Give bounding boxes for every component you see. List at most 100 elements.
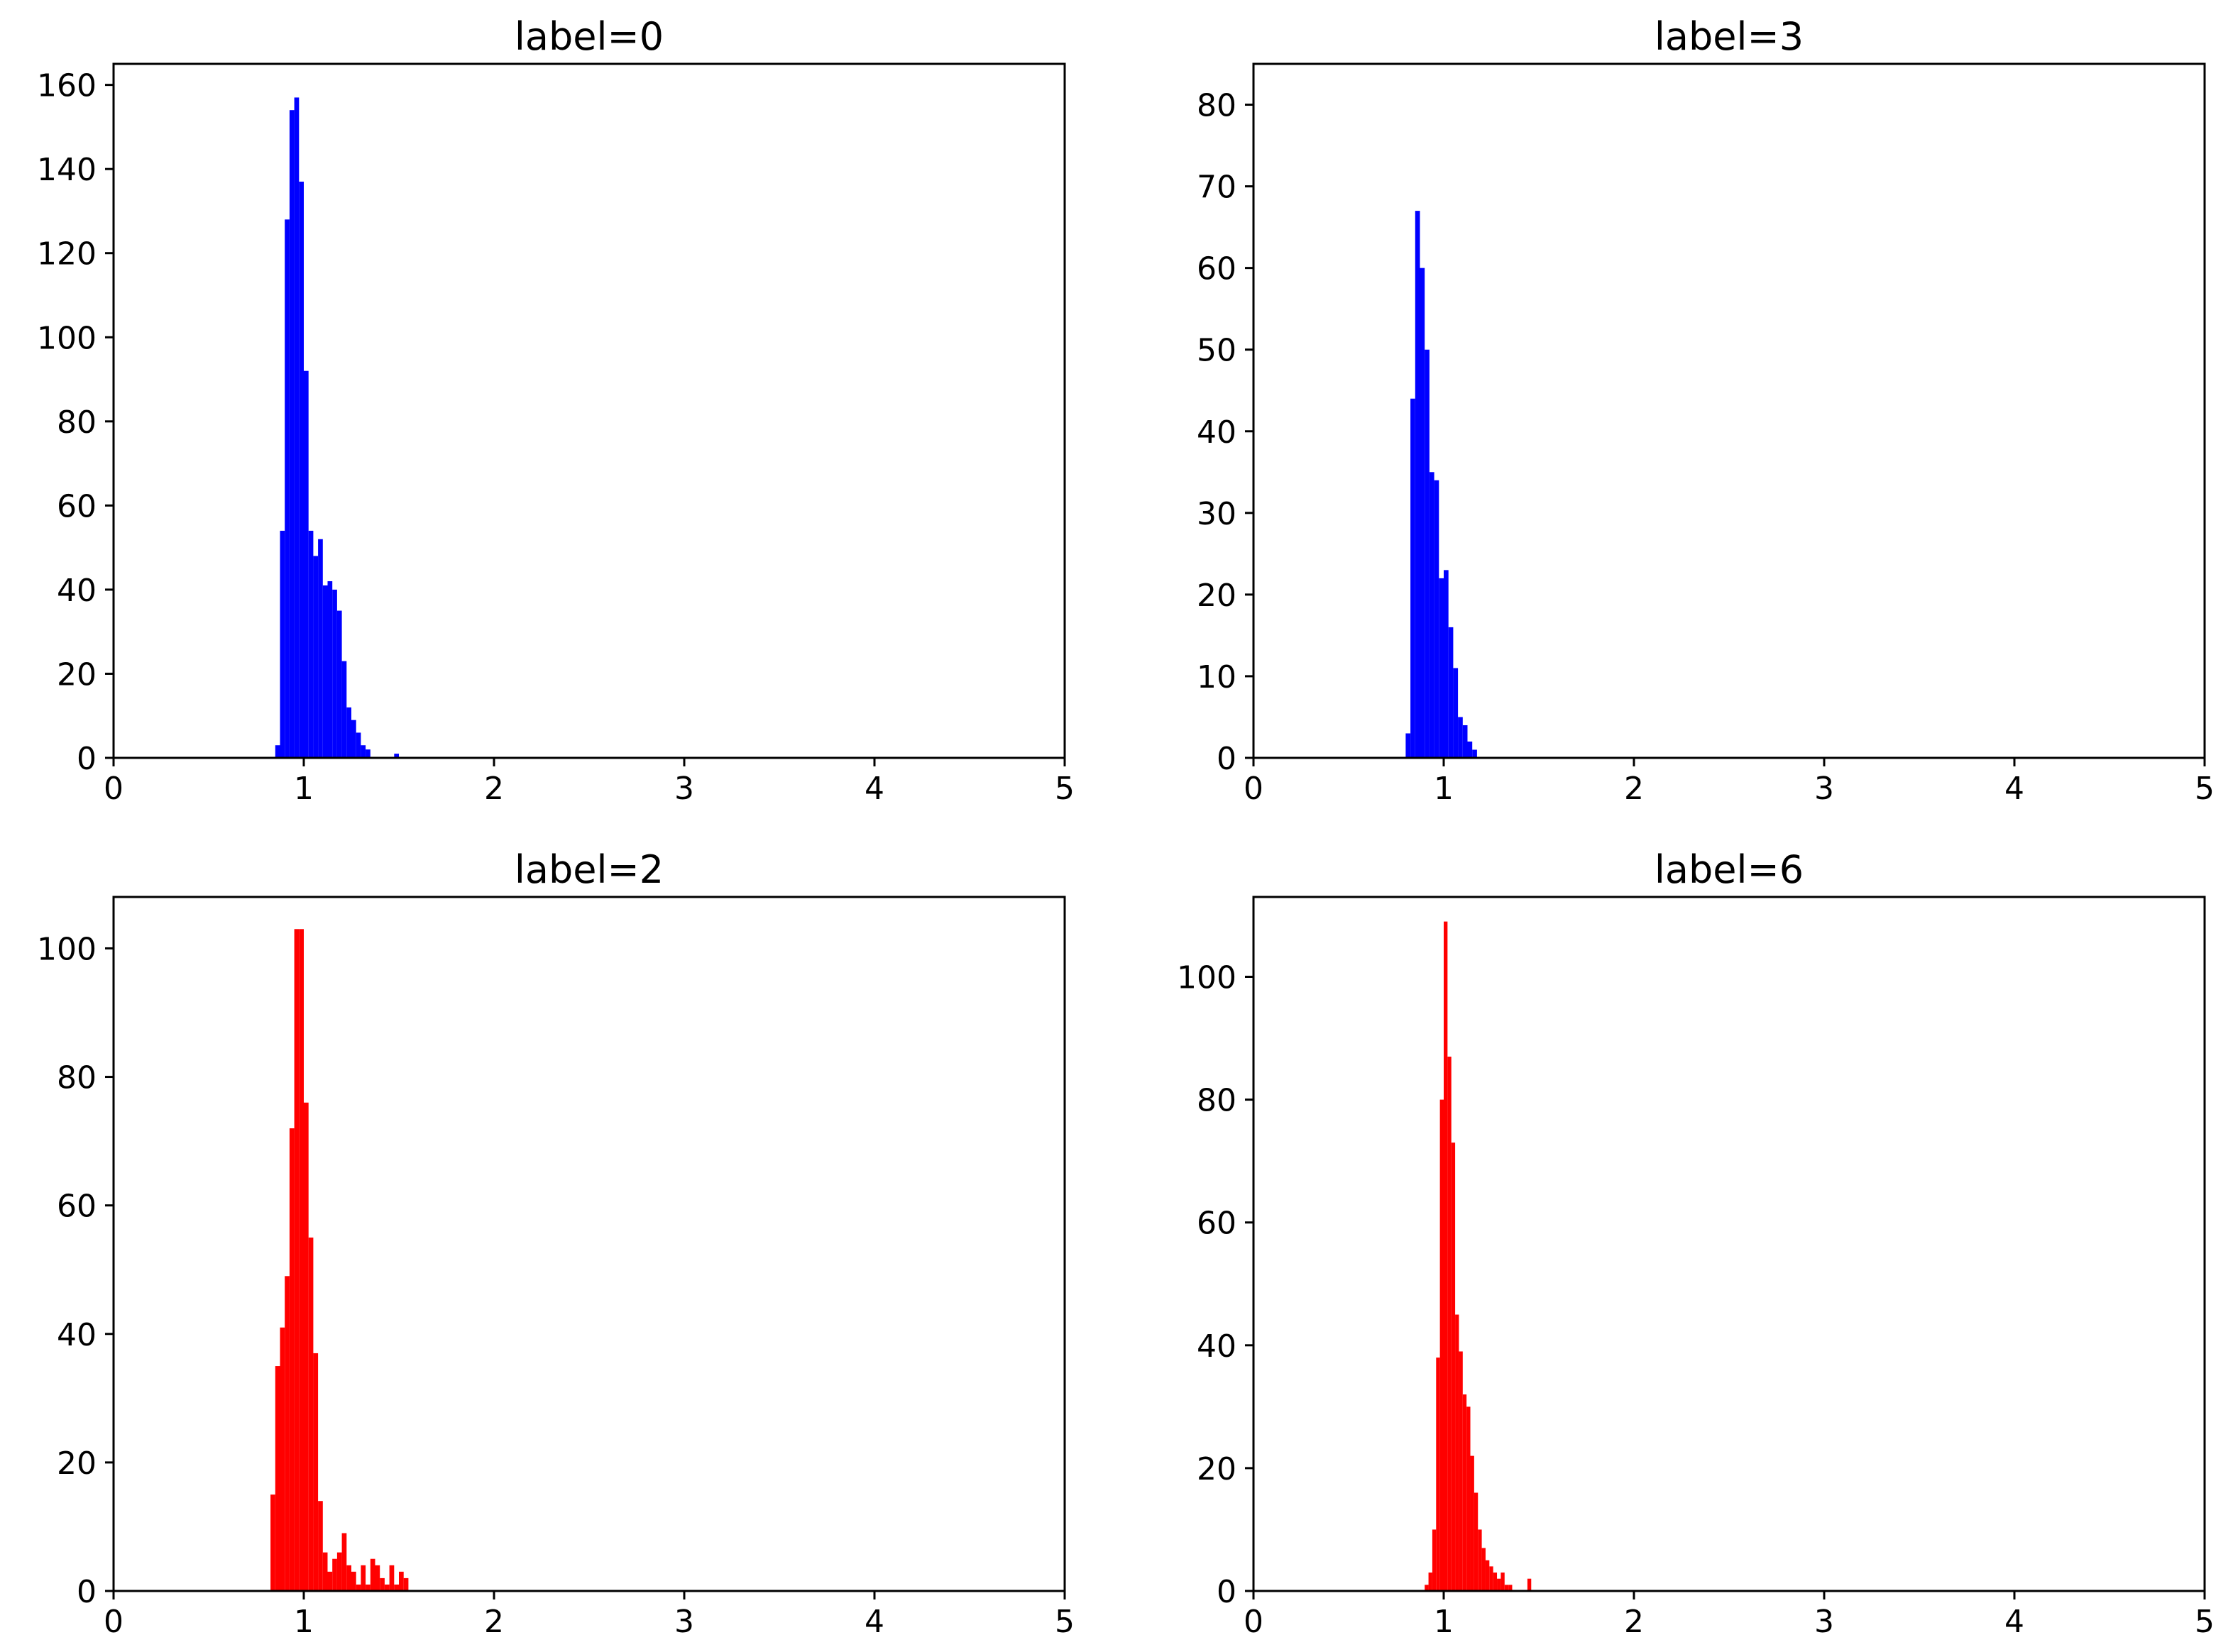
histogram-bar <box>1458 717 1463 758</box>
x-tick-label: 1 <box>1434 1604 1454 1640</box>
histogram-bar <box>1432 1529 1437 1591</box>
histogram-bar <box>318 1501 323 1591</box>
histogram-bar <box>275 745 280 758</box>
histogram-bar <box>1455 1314 1459 1591</box>
y-tick-label: 40 <box>57 573 97 609</box>
histogram-bar <box>1470 1455 1474 1591</box>
y-tick-label: 140 <box>37 152 97 188</box>
histogram-bar <box>336 610 342 758</box>
y-tick-label: 40 <box>1197 414 1236 451</box>
histogram-bar <box>1436 1358 1440 1591</box>
x-tick-label: 1 <box>1434 771 1454 807</box>
histogram-bar <box>1462 1394 1467 1591</box>
histogram-bar <box>304 1102 309 1591</box>
histogram-bar <box>299 929 304 1591</box>
histogram-bar <box>308 530 314 758</box>
histogram-bar <box>1439 1099 1444 1591</box>
histogram-bar <box>285 1276 290 1591</box>
histogram-bar <box>280 530 285 758</box>
y-tick-label: 40 <box>1197 1328 1236 1365</box>
histogram-bar <box>289 110 295 758</box>
histogram-bar <box>275 1366 280 1591</box>
y-tick-label: 0 <box>1217 1574 1236 1610</box>
histogram-bar <box>289 1128 295 1591</box>
x-tick-label: 4 <box>2004 1604 2024 1640</box>
histogram-bar <box>356 1584 361 1591</box>
x-tick-label: 1 <box>294 771 314 807</box>
histogram-bar <box>313 556 319 758</box>
histogram-bar <box>1425 349 1430 759</box>
x-tick-label: 1 <box>294 1604 314 1640</box>
histogram-bar <box>1448 627 1454 758</box>
histogram-bar <box>394 1584 399 1591</box>
y-tick-label: 120 <box>37 236 97 272</box>
histogram-bar <box>1405 733 1411 758</box>
histogram-bar <box>336 1552 342 1591</box>
y-tick-label: 80 <box>57 404 97 441</box>
x-tick-label: 5 <box>2195 771 2215 807</box>
histogram-bar <box>1425 1585 1429 1591</box>
histogram-bar <box>304 370 309 758</box>
histogram-bar <box>351 720 356 758</box>
x-tick-label: 2 <box>484 1604 504 1640</box>
y-tick-label: 100 <box>37 320 97 356</box>
histogram-bar <box>361 745 366 758</box>
histogram-bar <box>1493 1573 1498 1591</box>
histogram-bar <box>327 1571 333 1591</box>
x-tick-label: 3 <box>1814 1604 1834 1640</box>
histogram-bar <box>1489 1566 1493 1591</box>
histogram-bar <box>327 581 333 758</box>
histogram-bar <box>1466 1406 1471 1591</box>
histogram-bar <box>1467 741 1473 758</box>
histogram-bar <box>270 1494 275 1591</box>
y-tick-label: 30 <box>1197 496 1236 532</box>
histogram-bar <box>370 1558 375 1591</box>
histogram-bar <box>1504 1585 1509 1591</box>
histogram-bar <box>1478 1529 1482 1591</box>
histogram-bar <box>341 661 347 758</box>
histogram-bar <box>1497 1578 1501 1591</box>
y-tick-label: 160 <box>37 68 97 104</box>
histogram-bar <box>366 1584 371 1591</box>
histogram-bar <box>322 585 328 758</box>
histogram-bar <box>285 219 290 758</box>
x-tick-label: 5 <box>1055 771 1075 807</box>
axes-frame <box>1252 62 2206 759</box>
histogram-bar <box>389 1565 395 1591</box>
x-tick-label: 3 <box>674 1604 694 1640</box>
histogram-bar <box>1444 570 1449 758</box>
histogram-bar <box>361 1565 366 1591</box>
chart-title: label=2 <box>515 847 664 892</box>
histogram-bar <box>403 1577 409 1591</box>
histogram-bar <box>1472 749 1477 758</box>
histogram-bar <box>1451 1142 1456 1591</box>
axes-frame <box>1252 896 2206 1592</box>
x-tick-label: 2 <box>1624 1604 1644 1640</box>
histogram-bar <box>332 589 337 758</box>
x-tick-label: 2 <box>484 771 504 807</box>
histogram-bar <box>1453 668 1459 758</box>
histogram-bar <box>1508 1585 1513 1591</box>
histogram-bar <box>1415 211 1420 758</box>
panel-label-2: 0 1 2 3 4 5 0 20 40 60 80 100 label=2 <box>37 847 1075 1640</box>
x-tick-label: 4 <box>865 1604 884 1640</box>
histogram-bar <box>1447 1057 1452 1591</box>
histogram-bar <box>341 1533 347 1591</box>
x-tick-label: 4 <box>865 771 884 807</box>
histogram-bar <box>399 1571 404 1591</box>
histogram-bar <box>1459 1351 1463 1591</box>
histogram-bar <box>1485 1560 1490 1591</box>
y-tick-label: 80 <box>57 1060 97 1096</box>
y-tick-label: 80 <box>1197 88 1236 124</box>
histogram-bar <box>1434 480 1439 758</box>
y-tick-label: 0 <box>1217 741 1236 777</box>
histogram-bar <box>313 1353 319 1591</box>
x-tick-label: 2 <box>1624 771 1644 807</box>
x-tick-label: 0 <box>104 771 124 807</box>
histogram-bar <box>299 181 304 758</box>
y-tick-label: 0 <box>77 1574 97 1610</box>
histogram-bar <box>375 1565 380 1591</box>
histogram-bar <box>1410 398 1415 758</box>
histogram-bar <box>346 1565 351 1591</box>
